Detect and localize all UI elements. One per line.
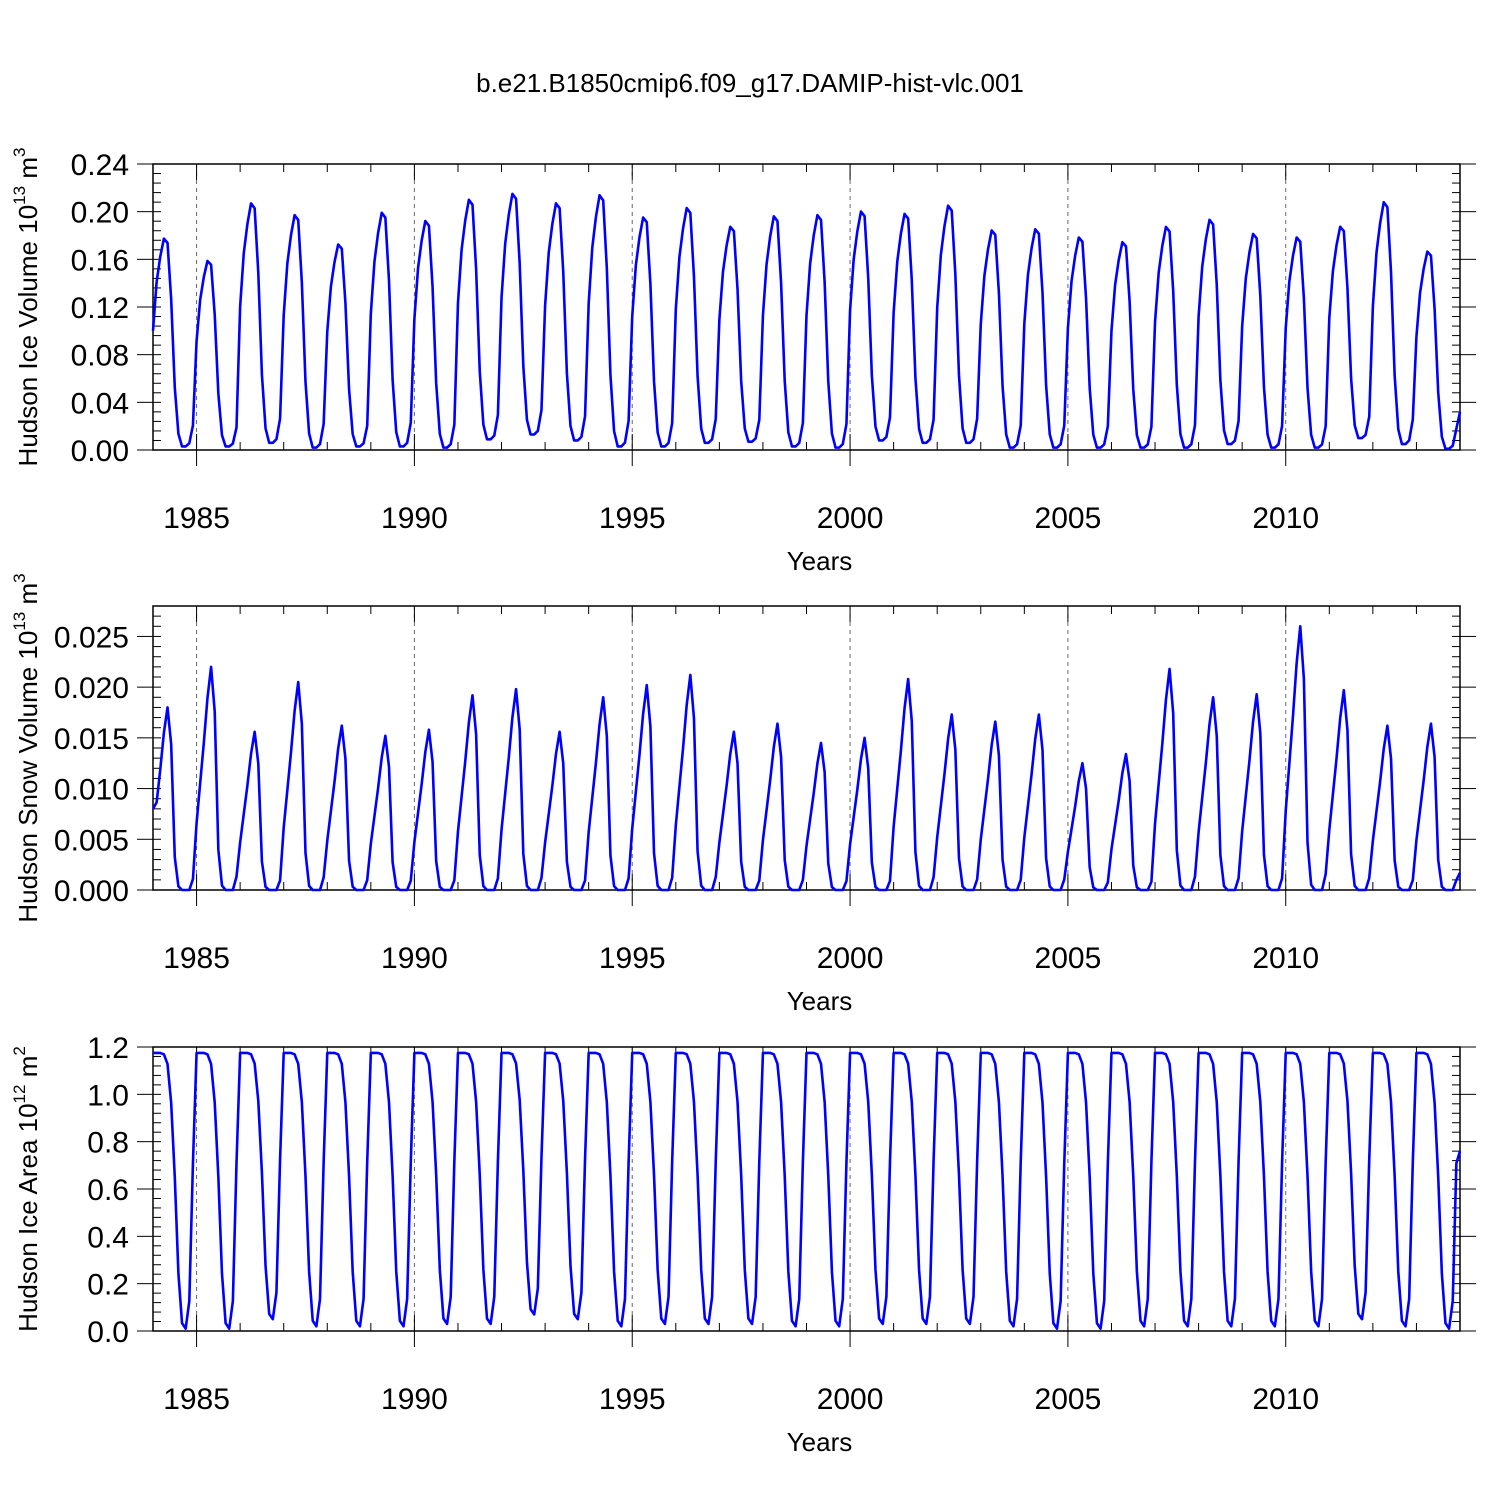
x-axis-label: Years xyxy=(787,1427,853,1457)
x-tick-label: 1990 xyxy=(381,502,448,535)
series-line xyxy=(153,1051,1462,1330)
y-tick-label: 0.08 xyxy=(71,340,129,373)
y-tick-label: 0.6 xyxy=(87,1174,129,1207)
y-tick-label: 1.0 xyxy=(87,1079,129,1112)
y-tick-label: 0.12 xyxy=(71,292,129,325)
x-tick-label: 1985 xyxy=(163,1383,230,1416)
x-axis-label: Years xyxy=(787,986,853,1016)
panel-3: 0.0 0.2 0.4 0.6 0.8 1.0 1.2 1985 1990 1995 2000 200… xyxy=(10,1032,1476,1457)
x-tick-label: 1995 xyxy=(599,502,666,535)
panel-2: 0.000 0.005 0.010 0.015 0.020 0.025 1985 1990 19… xyxy=(10,573,1476,1016)
y-tick-label: 1.2 xyxy=(87,1032,129,1065)
y-tick-label: 0.16 xyxy=(71,244,129,277)
chart-title: b.e21.B1850cmip6.f09_g17.DAMIP-hist-vlc.… xyxy=(476,68,1024,98)
panels: 0.00 0.04 0.08 0.12 0.16 0.20 0.24 1985 1990 1995… xyxy=(10,148,1476,1457)
y-tick-label: 0.0 xyxy=(87,1316,129,1349)
panel-1: 0.00 0.04 0.08 0.12 0.16 0.20 0.24 1985 1990 1995… xyxy=(10,148,1476,576)
y-axis-label: Hudson Ice Volume 1013 m3 xyxy=(10,148,43,467)
series-line xyxy=(151,192,1462,451)
x-tick-label: 2005 xyxy=(1035,942,1102,975)
y-tick-label: 0.4 xyxy=(87,1221,129,1254)
series-line xyxy=(151,624,1462,892)
x-tick-label: 1995 xyxy=(599,942,666,975)
y-axis-label: Hudson Ice Area 1012 m2 xyxy=(10,1046,43,1332)
x-tick-label: 2005 xyxy=(1035,502,1102,535)
y-tick-label: 0.025 xyxy=(54,621,129,654)
x-tick-label: 2010 xyxy=(1252,1383,1319,1416)
x-tick-label: 1990 xyxy=(381,1383,448,1416)
x-axis-label: Years xyxy=(787,546,853,576)
x-tick-label: 2005 xyxy=(1035,1383,1102,1416)
x-tick-label: 1985 xyxy=(163,502,230,535)
y-tick-label: 0.005 xyxy=(54,824,129,857)
x-tick-label: 1995 xyxy=(599,1383,666,1416)
y-tick-label: 0.04 xyxy=(71,387,129,420)
y-tick-label: 0.015 xyxy=(54,723,129,756)
x-tick-label: 2000 xyxy=(817,942,884,975)
y-tick-label: 0.00 xyxy=(71,435,129,468)
x-tick-label: 2010 xyxy=(1252,502,1319,535)
y-tick-label: 0.010 xyxy=(54,774,129,807)
y-tick-label: 0.000 xyxy=(54,875,129,908)
x-tick-label: 1990 xyxy=(381,942,448,975)
y-tick-label: 0.24 xyxy=(71,149,129,182)
y-tick-label: 0.020 xyxy=(54,672,129,705)
y-axis-label: Hudson Snow Volume 1013 m3 xyxy=(10,573,43,922)
x-tick-label: 2010 xyxy=(1252,942,1319,975)
x-tick-label: 2000 xyxy=(817,502,884,535)
y-tick-label: 0.20 xyxy=(71,197,129,230)
y-tick-label: 0.8 xyxy=(87,1127,129,1160)
x-tick-label: 2000 xyxy=(817,1383,884,1416)
x-tick-label: 1985 xyxy=(163,942,230,975)
y-tick-label: 0.2 xyxy=(87,1269,129,1302)
